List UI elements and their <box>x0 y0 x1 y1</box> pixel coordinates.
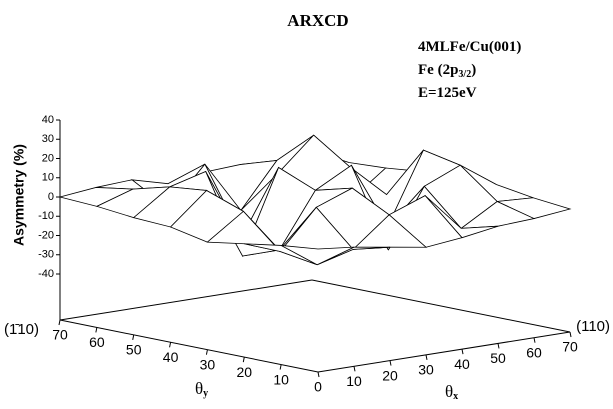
x-tick-label: 30 <box>418 362 434 378</box>
z-tick-label: 30 <box>42 133 54 145</box>
z-tick-label: -40 <box>38 268 54 280</box>
x-tick-label: 20 <box>382 367 398 383</box>
annotation-part: 4MLFe/Cu(001) <box>418 39 521 55</box>
y-tick-label: 60 <box>89 334 105 350</box>
x-tick-label: 70 <box>562 339 578 355</box>
x-axis-label: θx <box>445 382 458 402</box>
z-axis-label: Asymmetry (%) <box>11 144 27 246</box>
x-tick <box>569 331 572 338</box>
annotation-part: 3/2 <box>458 69 471 80</box>
y-tick <box>169 342 172 348</box>
x-tick-label: 40 <box>454 356 470 372</box>
z-tick-label: 40 <box>42 114 54 126</box>
x-tick <box>425 354 428 360</box>
axis-sub: y <box>203 388 208 399</box>
x-tick <box>461 349 464 355</box>
y-tick <box>132 334 135 340</box>
annotation: 4MLFe/Cu(001) <box>418 39 521 55</box>
y-tick <box>242 357 245 363</box>
y-tick-label: 30 <box>200 356 216 372</box>
z-tick-label: 20 <box>42 152 54 164</box>
z-tick-label: -20 <box>38 229 54 241</box>
y-tick <box>58 319 61 326</box>
y-axis-line <box>59 319 319 373</box>
y-tick-label: 20 <box>236 364 252 380</box>
z-tick-label: 10 <box>42 172 54 184</box>
y-tick <box>205 349 208 355</box>
axis-sub: x <box>453 391 458 402</box>
axis-symbol: θ <box>195 379 203 398</box>
annotation: Fe (2p3/2) <box>418 62 476 80</box>
x-tick-label: 0 <box>314 379 322 395</box>
z-tick-label: 0 <box>48 191 54 203</box>
y-tick-label: 50 <box>126 342 142 358</box>
y-tick-label: 40 <box>163 349 179 365</box>
annotation-part: E=125eV <box>418 85 477 101</box>
y-tick <box>279 364 282 370</box>
floor-edge <box>311 279 571 333</box>
x-corner-label: (110) <box>576 318 610 335</box>
floor-edge <box>59 279 313 321</box>
x-axis-line <box>317 331 571 373</box>
z-tick-label: -30 <box>38 249 54 261</box>
x-tick <box>533 337 536 343</box>
surface-cell <box>280 245 355 266</box>
y-tick-label: 10 <box>273 371 289 387</box>
x-tick <box>317 371 320 378</box>
z-tick-label: -10 <box>38 210 54 222</box>
x-tick <box>389 360 392 366</box>
y-axis-label: θy <box>195 379 208 399</box>
x-tick-label: 60 <box>526 344 542 360</box>
x-tick <box>497 343 500 349</box>
y-corner-label: (1̄10) <box>4 321 39 338</box>
x-tick-label: 50 <box>490 350 506 366</box>
y-tick <box>95 327 98 333</box>
x-tick <box>353 366 356 372</box>
axis-symbol: θ <box>445 382 453 401</box>
annotation-part: ) <box>471 62 476 78</box>
annotation: E=125eV <box>418 85 477 101</box>
y-tick-label: 70 <box>52 327 68 343</box>
x-tick-label: 10 <box>346 373 362 389</box>
annotation-part: Fe (2p <box>418 62 458 78</box>
chart-title: ARXCD <box>287 11 348 30</box>
